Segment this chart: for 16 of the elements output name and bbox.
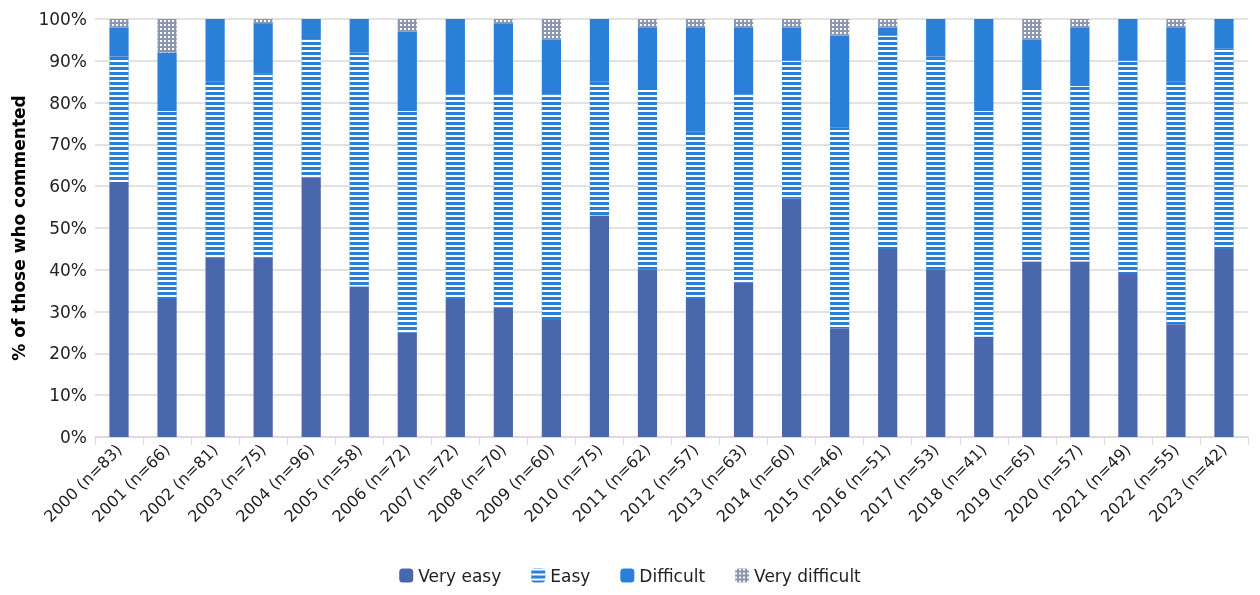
legend-label: Very difficult: [754, 565, 862, 586]
y-tick-label: 60%: [49, 176, 87, 197]
y-tick-label: 70%: [49, 134, 87, 155]
legend-label: Easy: [550, 565, 591, 586]
y-tick-label: 20%: [49, 343, 87, 364]
y-tick-label: 80%: [49, 92, 87, 113]
y-tick-label: 10%: [49, 385, 87, 406]
y-tick-label: 50%: [49, 218, 87, 238]
legend-label: Difficult: [639, 565, 706, 586]
y-tick-label: 100%: [38, 9, 87, 29]
y-tick-label: 30%: [49, 301, 87, 322]
legend-label: Very easy: [418, 565, 502, 586]
y-tick-label: 0%: [60, 427, 87, 447]
y-tick-label: 40%: [49, 259, 87, 280]
y-axis-title: % of those who commented: [8, 95, 29, 361]
y-tick-label: 90%: [49, 50, 87, 71]
